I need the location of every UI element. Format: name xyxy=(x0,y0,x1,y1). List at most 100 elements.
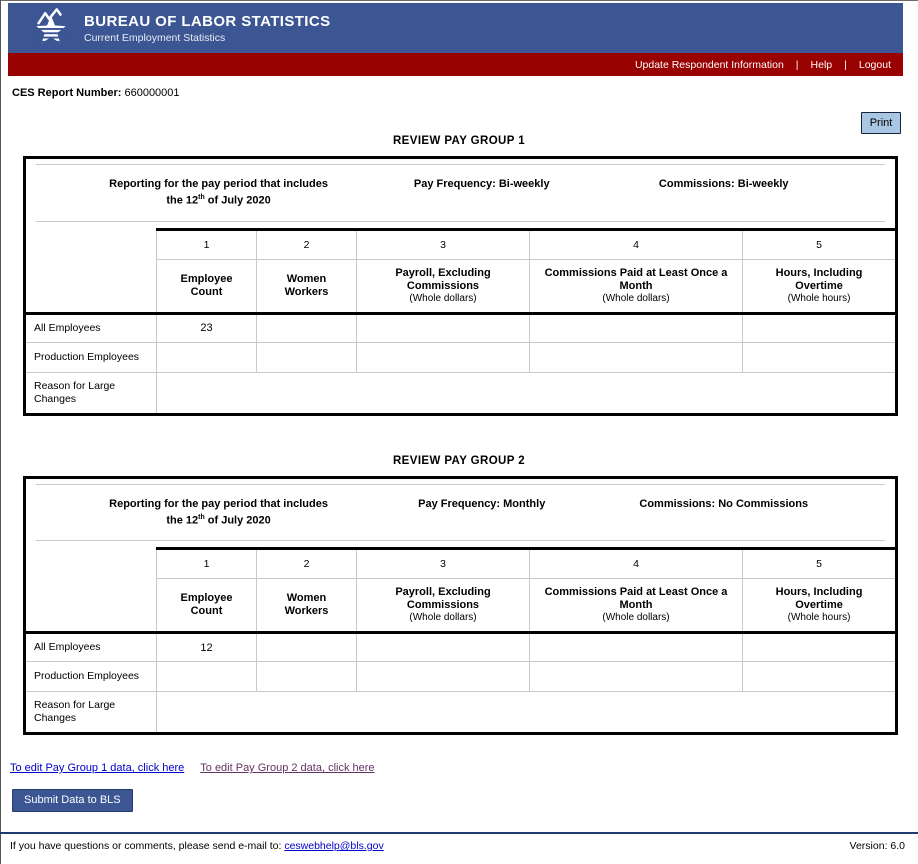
corner-cell xyxy=(24,578,157,635)
update-respondent-information-link[interactable]: Update Respondent Information xyxy=(634,58,784,71)
col-header-commissions: Commissions Paid at Least Once a Month (… xyxy=(529,258,743,315)
submit-data-button[interactable]: Submit Data to BLS xyxy=(12,789,133,813)
col-header-payroll: Payroll, Excluding Commissions (Whole do… xyxy=(356,578,530,635)
version-text: Version: 6.0 xyxy=(849,840,905,852)
edit-links-row: To edit Pay Group 1 data, click here To … xyxy=(10,762,918,774)
agency-subtitle: Current Employment Statistics xyxy=(84,31,226,44)
reason-for-large-changes-row: Reason for Large Changes xyxy=(24,371,898,415)
column-numbers-row: 1 2 3 4 5 xyxy=(24,547,898,580)
col-number-4: 4 xyxy=(529,547,743,580)
all-employees-row: All Employees 12 xyxy=(24,632,898,663)
col-header-payroll: Payroll, Excluding Commissions (Whole do… xyxy=(356,258,530,315)
g2-prod-women-workers-cell xyxy=(256,661,357,693)
g2-all-payroll-cell xyxy=(356,632,530,663)
edit-pay-group-1-link[interactable]: To edit Pay Group 1 data, click here xyxy=(10,762,185,775)
pay-group-2-table: Reporting for the pay period that includ… xyxy=(23,475,899,736)
g1-prod-payroll-cell xyxy=(356,341,530,373)
col-number-1: 1 xyxy=(156,547,257,580)
utility-nav-bar: Update Respondent Information | Help | L… xyxy=(8,53,903,76)
reason-label: Reason for Large Changes xyxy=(24,691,157,735)
support-email-link[interactable]: ceswebhelp@bls.gov xyxy=(284,840,384,852)
g2-all-commissions-cell xyxy=(529,632,743,663)
window-border-left xyxy=(0,0,1,864)
nav-separator: | xyxy=(844,58,847,71)
g1-prod-employee-count-cell xyxy=(156,341,257,373)
all-employees-label: All Employees xyxy=(24,632,157,663)
commissions-text: Commissions: No Commissions xyxy=(639,497,809,510)
agency-title: BUREAU OF LABOR STATISTICS xyxy=(84,12,331,30)
col-header-commissions: Commissions Paid at Least Once a Month (… xyxy=(529,578,743,635)
production-employees-row: Production Employees xyxy=(24,661,898,693)
ces-report-number: CES Report Number: 660000001 xyxy=(12,87,918,100)
page-footer: If you have questions or comments, pleas… xyxy=(0,840,918,852)
brand-text: BUREAU OF LABOR STATISTICS Current Emplo… xyxy=(84,13,331,44)
reporting-period-text: Reporting for the pay period that includ… xyxy=(109,497,328,527)
col-number-5: 5 xyxy=(741,547,898,580)
production-employees-label: Production Employees xyxy=(24,341,157,373)
column-numbers-row: 1 2 3 4 5 xyxy=(24,227,898,260)
col-number-3: 3 xyxy=(356,227,530,260)
footer-divider xyxy=(0,832,918,834)
g2-all-hours-cell xyxy=(741,632,898,663)
g1-all-hours-cell xyxy=(741,312,898,343)
corner-cell xyxy=(24,229,157,260)
g1-reason-cell xyxy=(155,371,898,415)
col-header-women-workers: Women Workers xyxy=(256,258,357,315)
g1-prod-hours-cell xyxy=(741,341,898,373)
production-employees-row: Production Employees xyxy=(24,341,898,373)
col-number-1: 1 xyxy=(156,227,257,260)
col-number-3: 3 xyxy=(356,547,530,580)
bls-star-logo-icon xyxy=(34,8,68,44)
logout-link[interactable]: Logout xyxy=(858,58,891,71)
window-border-top xyxy=(0,0,918,1)
corner-cell xyxy=(24,259,157,315)
col-header-hours: Hours, Including Overtime (Whole hours) xyxy=(741,578,898,635)
g1-prod-women-workers-cell xyxy=(256,341,357,373)
pay-period-info-row: Reporting for the pay period that includ… xyxy=(25,158,897,230)
column-headers-row: Employee Count Women Workers Payroll, Ex… xyxy=(24,578,898,635)
g1-prod-commissions-cell xyxy=(529,341,743,373)
g1-all-commissions-cell xyxy=(529,312,743,343)
g2-reason-cell xyxy=(155,691,898,735)
print-button[interactable]: Print xyxy=(861,112,901,134)
g1-all-employee-count-cell: 23 xyxy=(156,312,257,343)
pay-period-info-row: Reporting for the pay period that includ… xyxy=(25,477,897,549)
g2-prod-employee-count-cell xyxy=(156,661,257,693)
col-header-hours: Hours, Including Overtime (Whole hours) xyxy=(741,258,898,315)
edit-pay-group-2-link[interactable]: To edit Pay Group 2 data, click here xyxy=(200,762,375,775)
column-headers-row: Employee Count Women Workers Payroll, Ex… xyxy=(24,258,898,315)
g1-all-payroll-cell xyxy=(356,312,530,343)
reason-label: Reason for Large Changes xyxy=(24,371,157,415)
production-employees-label: Production Employees xyxy=(24,661,157,693)
all-employees-label: All Employees xyxy=(24,312,157,343)
footer-help-text: If you have questions or comments, pleas… xyxy=(10,840,384,852)
ces-report-number-label: CES Report Number: xyxy=(12,87,122,99)
nav-separator: | xyxy=(795,58,799,71)
pay-group-2-title: REVIEW PAY GROUP 2 xyxy=(392,454,526,467)
commissions-text: Commissions: Bi-weekly xyxy=(658,178,789,190)
all-employees-row: All Employees 23 xyxy=(24,312,898,343)
bls-masthead: BUREAU OF LABOR STATISTICS Current Emplo… xyxy=(8,3,903,53)
g2-all-women-workers-cell xyxy=(256,632,357,663)
g2-all-employee-count-cell: 12 xyxy=(156,632,257,663)
pay-group-1-title: REVIEW PAY GROUP 1 xyxy=(392,135,526,147)
pay-frequency-text: Pay Frequency: Monthly xyxy=(418,497,546,510)
g2-prod-payroll-cell xyxy=(356,661,530,693)
col-header-employee-count: Employee Count xyxy=(156,578,257,635)
pay-frequency-text: Pay Frequency: Bi-weekly xyxy=(413,178,550,190)
reporting-period-text: Reporting for the pay period that includ… xyxy=(109,178,328,207)
col-number-4: 4 xyxy=(529,227,743,260)
g2-prod-commissions-cell xyxy=(529,661,743,693)
col-number-5: 5 xyxy=(741,227,898,260)
ces-report-number-value: 660000001 xyxy=(124,87,180,99)
pay-group-1-table: Reporting for the pay period that includ… xyxy=(23,156,899,416)
help-link[interactable]: Help xyxy=(810,58,833,71)
reason-for-large-changes-row: Reason for Large Changes xyxy=(24,691,898,735)
g1-all-women-workers-cell xyxy=(256,312,357,343)
col-number-2: 2 xyxy=(256,547,357,580)
col-header-employee-count: Employee Count xyxy=(156,258,257,315)
col-number-2: 2 xyxy=(256,227,357,260)
main-content: CES Report Number: 660000001 REVIEW PAY … xyxy=(0,87,918,813)
g2-prod-hours-cell xyxy=(741,661,898,693)
corner-cell xyxy=(24,548,157,579)
